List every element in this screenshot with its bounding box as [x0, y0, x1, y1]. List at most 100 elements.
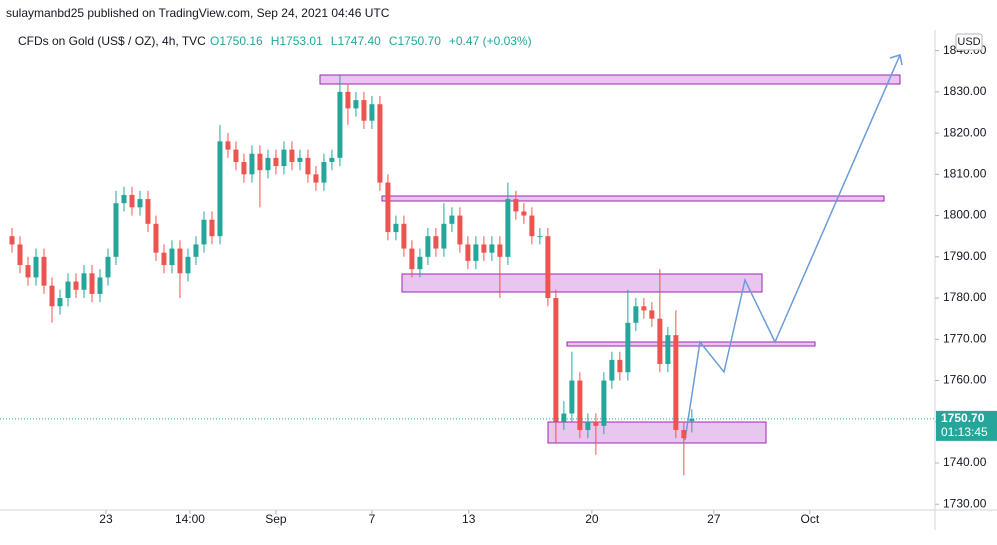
candle-body — [193, 244, 199, 257]
ohlc-label: +0.47 (+0.03%) — [449, 34, 532, 48]
candle-body — [337, 91, 343, 158]
x-tick-label: Sep — [265, 512, 287, 526]
x-tick-label: 13 — [462, 512, 476, 526]
legend: CFDs on Gold (US$ / OZ), 4h, TVC — [18, 34, 206, 48]
candle-body — [641, 306, 647, 311]
candle-body — [257, 153, 263, 171]
candle-body — [361, 100, 367, 121]
candle-body — [137, 199, 143, 208]
candle-body — [449, 215, 455, 224]
x-tick-label: 23 — [99, 512, 113, 526]
last-price-box — [936, 410, 997, 441]
candle-body — [545, 236, 551, 299]
candle-body — [249, 153, 255, 175]
candle-body — [297, 157, 303, 162]
candle-body — [609, 359, 615, 381]
candle-body — [201, 219, 207, 245]
candle-body — [561, 413, 567, 422]
candle-body — [617, 359, 623, 373]
candle-body — [65, 281, 71, 299]
candle-body — [649, 310, 655, 319]
countdown: 01:13:45 — [941, 425, 988, 439]
zone — [547, 421, 767, 444]
candle-body — [281, 149, 287, 167]
candle-body — [105, 256, 111, 278]
zone — [401, 273, 763, 293]
candle-body — [409, 248, 415, 270]
candle-body — [169, 248, 175, 266]
ohlc-label: L1747.40 — [331, 34, 381, 48]
symbol-title: CFDs on Gold (US$ / OZ), 4h, TVC — [18, 34, 206, 48]
arrow-head — [889, 54, 903, 66]
candle-body — [33, 256, 39, 278]
candle-body — [73, 281, 79, 290]
candle-body — [209, 219, 215, 237]
currency-badge — [955, 33, 983, 51]
candle-body — [633, 306, 639, 323]
candle-body — [625, 322, 631, 373]
candle-body — [49, 285, 55, 307]
candle-body — [689, 418, 695, 422]
candle-body — [473, 244, 479, 261]
candle-body — [369, 104, 375, 121]
candle-body — [161, 252, 167, 266]
y-tick-label: 1800.00 — [943, 208, 987, 222]
candle-body — [425, 236, 431, 257]
candle-body — [497, 244, 503, 257]
candle-body — [305, 157, 311, 175]
candle-body — [673, 335, 679, 430]
y-tick-label: 1830.00 — [943, 84, 987, 98]
candle-body — [433, 236, 439, 249]
x-tick-label: 20 — [585, 512, 599, 526]
ohlc-label: O1750.16 — [210, 34, 263, 48]
candle-body — [225, 141, 231, 150]
candle-body — [481, 244, 487, 253]
candle-body — [465, 244, 471, 261]
candle-body — [89, 273, 95, 294]
x-tick-label: 27 — [707, 512, 721, 526]
candle-body — [377, 104, 383, 183]
candle-body — [129, 194, 135, 208]
x-tick-label: Oct — [800, 512, 819, 526]
candle-body — [313, 174, 319, 183]
candle-body — [97, 277, 103, 294]
candle-body — [81, 273, 87, 290]
y-tick-label: 1780.00 — [943, 290, 987, 304]
candle-body — [185, 256, 191, 274]
candle-body — [113, 203, 119, 257]
candle-body — [273, 157, 279, 167]
candle-body — [289, 149, 295, 162]
publisher: sulaymanbd25 published on TradingView.co… — [6, 6, 390, 20]
y-tick-label: 1770.00 — [943, 331, 987, 345]
y-tick-label: 1760.00 — [943, 373, 987, 387]
y-tick-label: 1730.00 — [943, 496, 987, 510]
candle-body — [489, 244, 495, 253]
candle-body — [145, 199, 151, 224]
candle-body — [569, 380, 575, 414]
candle-body — [457, 215, 463, 245]
candle-body — [41, 256, 47, 286]
candle-body — [385, 182, 391, 233]
ohlc-label: H1753.01 — [271, 34, 323, 48]
candle-body — [329, 157, 335, 162]
candle-body — [505, 199, 511, 257]
y-tick-label: 1820.00 — [943, 125, 987, 139]
x-tick-label: 7 — [369, 512, 376, 526]
candle-body — [9, 236, 15, 245]
candle-body — [25, 265, 31, 278]
candle-body — [553, 298, 559, 422]
candle-body — [513, 199, 519, 212]
candle-body — [321, 161, 327, 183]
candle-body — [577, 380, 583, 430]
currency: USD — [957, 36, 980, 48]
y-tick-label: 1810.00 — [943, 167, 987, 181]
ohlc-label: C1750.70 — [389, 34, 441, 48]
candle-body — [353, 100, 359, 109]
candle-body — [233, 149, 239, 162]
candle-body — [601, 380, 607, 426]
candle-body — [417, 256, 423, 270]
candle-body — [401, 223, 407, 249]
zones — [319, 74, 901, 444]
